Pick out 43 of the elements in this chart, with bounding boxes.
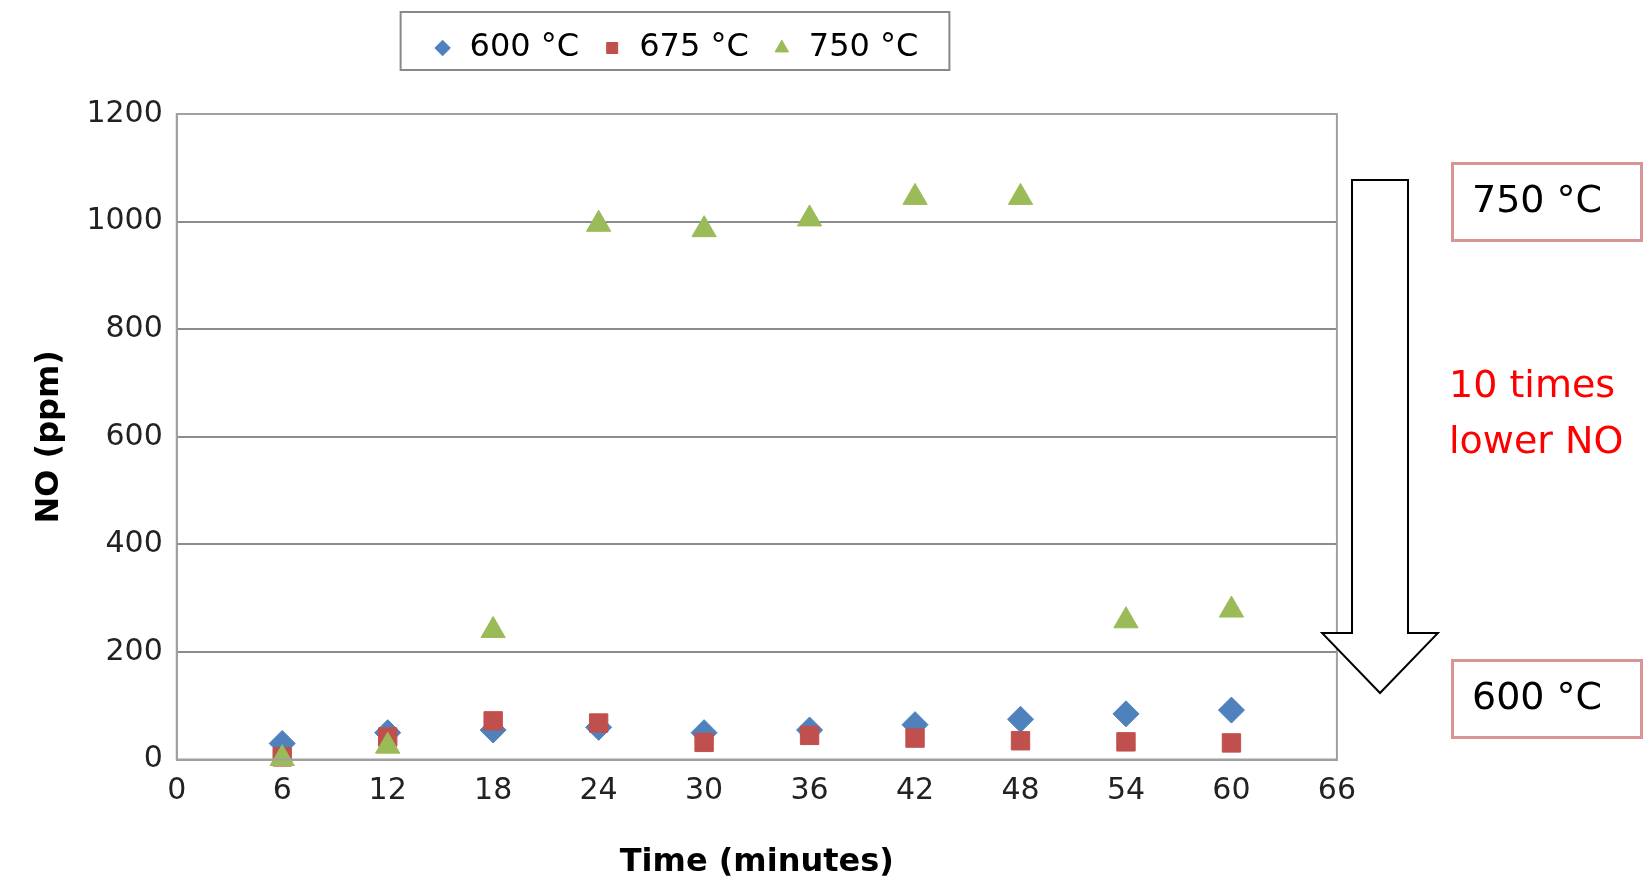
y-tick-label: 400 [105, 524, 163, 560]
point [902, 182, 928, 205]
x-tick-label: 18 [474, 771, 513, 807]
legend-label: 600 °C [469, 26, 580, 65]
text: 600 °C [1451, 659, 1643, 739]
point [1221, 733, 1242, 753]
point [1112, 700, 1140, 728]
x-tick-label: 6 [272, 771, 292, 807]
point [905, 728, 925, 748]
text: 750 °C [1451, 162, 1643, 242]
y-tick-label: 1200 [86, 93, 163, 129]
point [1116, 732, 1136, 752]
legend-label: 675 °C [639, 26, 749, 65]
point [691, 215, 717, 238]
text: 10 times lower NO [1449, 361, 1625, 464]
point [586, 209, 612, 232]
point [1007, 705, 1034, 733]
legend-label: 750 °C [808, 26, 919, 65]
x-tick-label: 24 [579, 771, 618, 807]
x-tick-label: 48 [1001, 771, 1040, 807]
y-tick-label: 1000 [86, 201, 163, 237]
y-axis-title: NO (ppm) [27, 350, 66, 524]
x-tick-label: 42 [895, 771, 935, 807]
y-tick-label: 600 [105, 416, 163, 452]
x-tick-label: 0 [167, 771, 187, 807]
point [1010, 731, 1031, 751]
point [483, 711, 503, 731]
point [799, 725, 820, 746]
point [1007, 182, 1034, 205]
x-tick-label: 36 [790, 771, 829, 807]
x-tick-label: 30 [685, 771, 724, 807]
point [1217, 696, 1245, 724]
x-tick-label: 60 [1212, 771, 1251, 807]
y-tick-label: 200 [105, 631, 163, 667]
y-tick-label: 800 [105, 309, 163, 344]
point [588, 713, 609, 733]
point [796, 204, 823, 227]
x-tick-label: 12 [368, 771, 407, 807]
point [694, 732, 714, 753]
x-tick-label: 66 [1317, 771, 1357, 807]
x-tick-label: 54 [1106, 771, 1146, 807]
y-tick-label: 0 [143, 739, 163, 775]
x-axis-title: Time (minutes) [619, 841, 894, 880]
